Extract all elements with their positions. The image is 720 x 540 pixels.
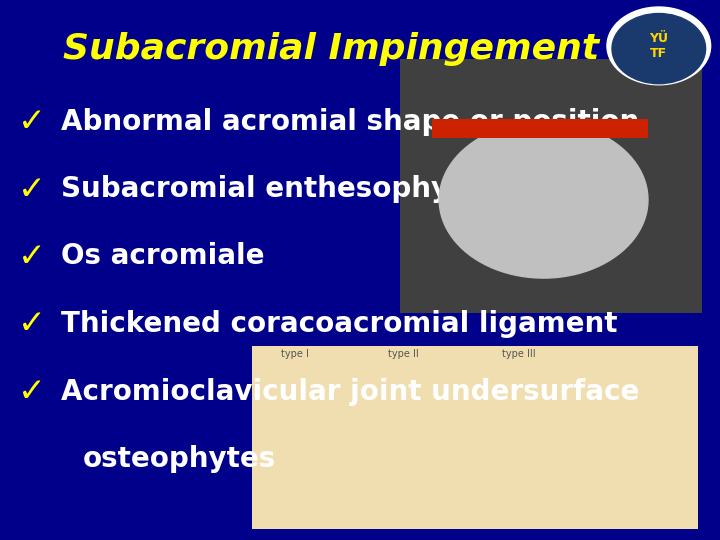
Polygon shape — [439, 122, 648, 278]
FancyBboxPatch shape — [432, 119, 648, 138]
Text: type III: type III — [502, 349, 535, 359]
Circle shape — [612, 14, 706, 84]
FancyBboxPatch shape — [400, 59, 702, 313]
Circle shape — [607, 7, 711, 85]
Text: ✓: ✓ — [18, 375, 46, 408]
Text: type I: type I — [282, 349, 309, 359]
Text: Subacromial Impingement: Subacromial Impingement — [63, 32, 599, 65]
Text: Acromioclavicular joint undersurface: Acromioclavicular joint undersurface — [61, 377, 639, 406]
Text: YÜ
TF: YÜ TF — [649, 32, 668, 60]
Text: ✓: ✓ — [18, 240, 46, 273]
Text: Os acromiale: Os acromiale — [61, 242, 265, 271]
Text: Abnormal acromial shape or position: Abnormal acromial shape or position — [61, 107, 639, 136]
Text: Subacromial enthesophytes: Subacromial enthesophytes — [61, 175, 498, 203]
Text: ✓: ✓ — [18, 105, 46, 138]
Text: osteophytes: osteophytes — [83, 445, 276, 473]
FancyBboxPatch shape — [252, 346, 698, 529]
Text: ✓: ✓ — [18, 172, 46, 206]
Text: type II: type II — [388, 349, 418, 359]
Text: ✓: ✓ — [18, 307, 46, 341]
Text: Thickened coracoacromial ligament: Thickened coracoacromial ligament — [61, 310, 618, 338]
